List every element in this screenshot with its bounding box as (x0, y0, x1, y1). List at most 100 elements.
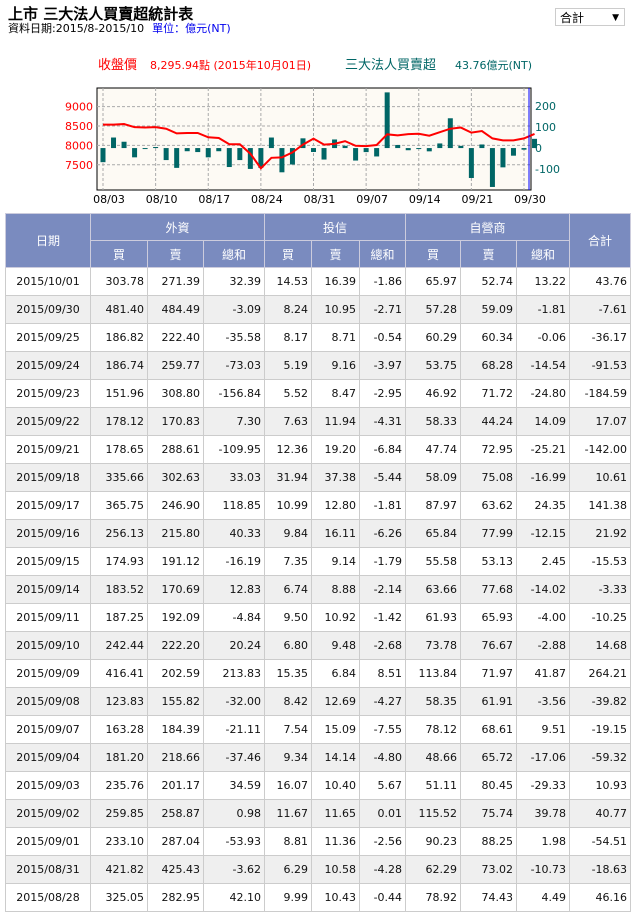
value-cell: 1.98 (516, 827, 571, 856)
value-cell: -4.00 (516, 603, 571, 632)
net-bar (321, 148, 327, 160)
value-cell: 10.43 (311, 883, 361, 912)
value-cell: 58.33 (405, 407, 462, 436)
value-cell: 10.92 (311, 603, 361, 632)
value-cell: -54.51 (569, 827, 632, 856)
value-cell: 88.25 (460, 827, 518, 856)
value-cell: -4.27 (359, 687, 407, 716)
net-bar (163, 148, 169, 161)
value-cell: 287.04 (147, 827, 204, 856)
value-cell: -36.17 (569, 323, 632, 352)
date-cell: 2015/09/03 (5, 771, 91, 800)
value-cell: 242.44 (90, 631, 148, 660)
col-sub: 買 (90, 240, 148, 268)
value-cell: 6.80 (264, 631, 313, 660)
value-cell: -4.80 (359, 743, 407, 772)
value-cell: 77.68 (460, 575, 518, 604)
value-cell: 61.93 (405, 603, 462, 632)
value-cell: 58.09 (405, 463, 462, 492)
value-cell: -109.95 (202, 435, 266, 464)
date-cell: 2015/08/28 (5, 883, 91, 912)
net-bar (311, 148, 316, 152)
value-cell: 9.14 (311, 547, 361, 576)
table-row: 2015/09/16 256.13 215.80 40.33 9.84 16.11 -6.2… (5, 519, 632, 548)
value-cell: -2.95 (359, 379, 407, 408)
col-sub: 賣 (311, 240, 361, 268)
value-cell: 9.51 (516, 715, 571, 744)
value-cell: 6.29 (264, 855, 313, 884)
value-cell: -59.32 (569, 743, 632, 772)
value-cell: 61.91 (460, 687, 518, 716)
net-bar (279, 148, 285, 173)
value-cell: -2.14 (359, 575, 407, 604)
price-value: 8,295.94點 (2015年10月01日) (150, 58, 311, 72)
table-row: 2015/09/17 365.75 246.90 118.85 10.99 12.80 -1… (5, 491, 632, 520)
net-bar (184, 148, 190, 152)
value-cell: 71.72 (460, 379, 518, 408)
value-cell: 20.24 (202, 631, 266, 660)
table-row: 2015/09/25 186.82 222.40 -35.58 8.17 8.71 -0.5… (5, 323, 632, 352)
value-cell: 151.96 (90, 379, 148, 408)
value-cell: 16.39 (311, 267, 361, 296)
value-cell: 201.17 (147, 771, 204, 800)
value-cell: -7.55 (359, 715, 407, 744)
value-cell: 62.29 (405, 855, 462, 884)
value-cell: 65.72 (460, 743, 518, 772)
net-bar (289, 148, 295, 165)
value-cell: 9.99 (264, 883, 313, 912)
col-group: 自營商 (405, 213, 571, 241)
table-row: 2015/10/01 303.78 271.39 32.39 14.53 16.39 -1.… (5, 267, 632, 296)
value-cell: 72.95 (460, 435, 518, 464)
net-bar (216, 148, 222, 152)
value-cell: 42.10 (202, 883, 266, 912)
table-row: 2015/09/21 178.65 288.61 -109.95 12.36 19.20-… (5, 435, 632, 464)
value-cell: 8.71 (311, 323, 361, 352)
value-cell: 0.98 (202, 799, 266, 828)
view-select[interactable]: 合計 ▼ (555, 8, 625, 26)
value-cell: -24.80 (516, 379, 571, 408)
value-cell: 5.19 (264, 351, 313, 380)
col-sub: 總和 (202, 240, 266, 268)
value-cell: 7.54 (264, 715, 313, 744)
value-cell: 87.97 (405, 491, 462, 520)
x-tick-label: 09/07 (356, 193, 388, 206)
table-row: 2015/09/14 183.52 170.69 12.83 6.74 8.88 -2.14… (5, 575, 632, 604)
value-cell: 9.48 (311, 631, 361, 660)
close-price-line (103, 123, 535, 170)
value-cell: -15.53 (569, 547, 632, 576)
table-row: 2015/09/03 235.76 201.17 34.59 16.07 10.40 5.6… (5, 771, 632, 800)
value-cell: -37.46 (202, 743, 266, 772)
date-cell: 2015/09/24 (5, 351, 91, 380)
value-cell: 78.12 (405, 715, 462, 744)
net-label: 三大法人買賣超 (345, 58, 436, 73)
value-cell: 163.28 (90, 715, 148, 744)
value-cell: 47.74 (405, 435, 462, 464)
value-cell: 235.76 (90, 771, 148, 800)
value-cell: 15.35 (264, 659, 313, 688)
value-cell: -1.79 (359, 547, 407, 576)
x-tick-label: 08/03 (93, 193, 125, 206)
value-cell: 184.39 (147, 715, 204, 744)
left-tick-label: 7500 (65, 159, 93, 172)
value-cell: 78.92 (405, 883, 462, 912)
value-cell: 484.49 (147, 295, 204, 324)
net-bar (521, 148, 527, 150)
table-row: 2015/08/28 325.05 282.95 42.10 9.99 10.43 -0.4… (5, 883, 632, 912)
value-cell: 256.13 (90, 519, 148, 548)
net-bar (447, 118, 453, 149)
value-cell: 76.67 (460, 631, 518, 660)
value-cell: 9.50 (264, 603, 313, 632)
date-cell: 2015/09/30 (5, 295, 91, 324)
net-bar (226, 148, 232, 168)
value-cell: 218.66 (147, 743, 204, 772)
value-cell: 123.83 (90, 687, 148, 716)
left-tick-label: 8000 (65, 139, 93, 152)
value-cell: 65.93 (460, 603, 518, 632)
value-cell: 181.20 (90, 743, 148, 772)
value-cell: 44.24 (460, 407, 518, 436)
net-bar (268, 137, 274, 149)
date-cell: 2015/08/31 (5, 855, 91, 884)
value-cell: 43.76 (569, 267, 632, 296)
value-cell: 481.40 (90, 295, 148, 324)
value-cell: 63.62 (460, 491, 518, 520)
